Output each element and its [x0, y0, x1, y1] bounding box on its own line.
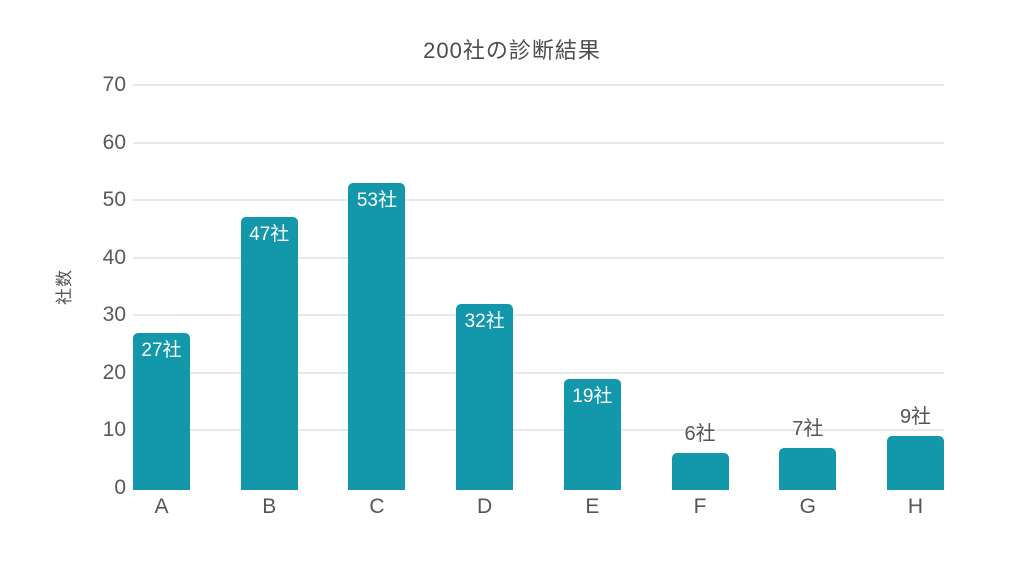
- bar-value-label: 47社: [249, 224, 290, 246]
- bar-value-label: 53社: [356, 189, 397, 211]
- bar: [779, 447, 837, 490]
- x-tick-label: G: [799, 495, 816, 518]
- y-tick-label: 50: [102, 188, 126, 212]
- bar-value-label: 6社: [684, 423, 716, 446]
- gridline: [133, 429, 944, 432]
- bar-value-label: 32社: [464, 310, 505, 332]
- bar: [133, 332, 190, 490]
- y-tick-label: 70: [102, 73, 126, 96]
- y-tick-label: 40: [102, 245, 126, 269]
- y-tick-label: 20: [102, 360, 126, 384]
- bar: [240, 217, 298, 490]
- x-tick-label: A: [154, 495, 169, 518]
- gridline: [133, 141, 944, 144]
- bar-value-label: 19社: [572, 385, 613, 407]
- y-tick-label: 0: [114, 476, 126, 499]
- chart-title: 200社の診断結果: [423, 38, 601, 63]
- gridline: [133, 371, 944, 374]
- bar: [671, 453, 729, 490]
- gridline: [133, 84, 944, 86]
- bar: [348, 182, 406, 490]
- x-tick-label: E: [585, 495, 600, 518]
- y-tick-label: 60: [102, 130, 126, 154]
- gridline: [133, 314, 944, 317]
- x-tick-label: D: [477, 495, 493, 518]
- y-tick-label: 30: [102, 303, 126, 327]
- x-tick-label: B: [262, 495, 277, 518]
- bar: [887, 436, 944, 490]
- gridline: [133, 256, 944, 259]
- bar: [563, 378, 621, 490]
- x-tick-label: C: [369, 495, 385, 518]
- bar-value-label: 27社: [141, 339, 182, 361]
- bar-value-label: 9社: [899, 406, 932, 429]
- gridline: [133, 199, 944, 202]
- bar-value-label: 7社: [792, 417, 824, 440]
- y-tick-label: 10: [102, 418, 126, 442]
- x-tick-label: F: [693, 495, 707, 518]
- x-tick-label: H: [907, 495, 924, 518]
- bar: [456, 303, 514, 490]
